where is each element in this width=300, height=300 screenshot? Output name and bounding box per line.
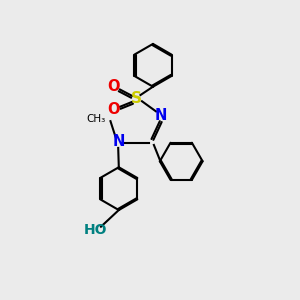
Text: O: O [107, 102, 120, 117]
Text: O: O [107, 79, 120, 94]
Text: S: S [131, 92, 142, 106]
Text: N: N [112, 134, 125, 148]
Text: HO: HO [83, 223, 107, 237]
Text: CH₃: CH₃ [86, 114, 105, 124]
Text: N: N [154, 108, 167, 123]
